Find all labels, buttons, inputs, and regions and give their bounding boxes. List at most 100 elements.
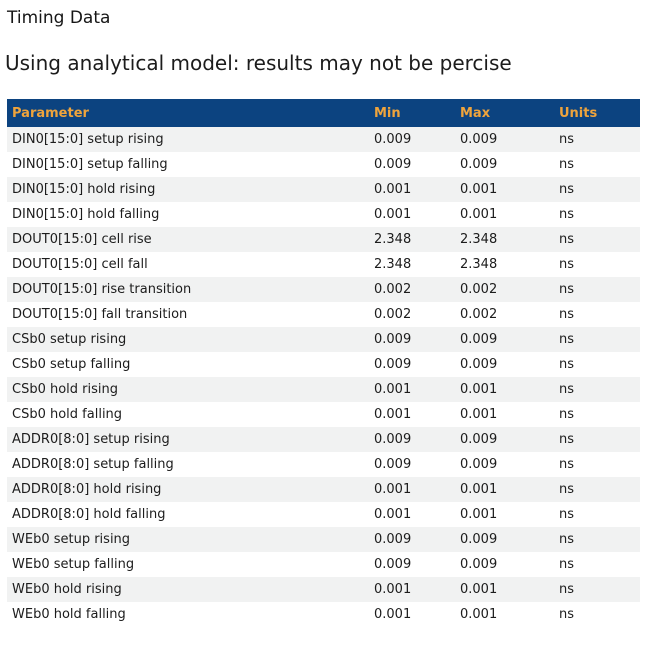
cell-parameter: ADDR0[8:0] setup falling bbox=[12, 457, 174, 472]
cell-min: 0.001 bbox=[374, 382, 412, 397]
cell-units: ns bbox=[559, 182, 575, 197]
timing-table-body: DIN0[15:0] setup rising 0.009 0.009 ns DIN0[… bbox=[7, 127, 640, 627]
table-row: DOUT0[15:0] cell fall 2.348 2.348 ns bbox=[7, 252, 640, 277]
cell-parameter: ADDR0[8:0] hold falling bbox=[12, 507, 166, 522]
table-row: DOUT0[15:0] cell rise 2.348 2.348 ns bbox=[7, 227, 640, 252]
cell-max: 0.009 bbox=[460, 132, 498, 147]
table-row: WEb0 hold rising 0.001 0.001 ns bbox=[7, 577, 640, 602]
cell-min: 0.001 bbox=[374, 407, 412, 422]
cell-min: 2.348 bbox=[374, 232, 412, 247]
column-header-max: Max bbox=[455, 99, 554, 127]
cell-units: ns bbox=[559, 232, 575, 247]
cell-max: 0.001 bbox=[460, 582, 498, 597]
cell-units: ns bbox=[559, 607, 575, 622]
cell-max: 0.001 bbox=[460, 607, 498, 622]
cell-units: ns bbox=[559, 432, 575, 447]
table-row: DOUT0[15:0] fall transition 0.002 0.002 ns bbox=[7, 302, 640, 327]
cell-min: 0.009 bbox=[374, 157, 412, 172]
cell-max: 0.001 bbox=[460, 407, 498, 422]
cell-max: 0.001 bbox=[460, 382, 498, 397]
cell-min: 0.001 bbox=[374, 507, 412, 522]
cell-parameter: CSb0 hold falling bbox=[12, 407, 123, 422]
cell-min: 0.001 bbox=[374, 582, 412, 597]
table-row: CSb0 hold rising 0.001 0.001 ns bbox=[7, 377, 640, 402]
cell-parameter: CSb0 setup rising bbox=[12, 332, 127, 347]
column-header-parameter: Parameter bbox=[7, 99, 369, 127]
column-header-min: Min bbox=[369, 99, 455, 127]
table-row: DIN0[15:0] hold falling 0.001 0.001 ns bbox=[7, 202, 640, 227]
cell-units: ns bbox=[559, 332, 575, 347]
cell-units: ns bbox=[559, 582, 575, 597]
page-subtitle: Using analytical model: results may not … bbox=[5, 51, 512, 75]
cell-max: 0.002 bbox=[460, 307, 498, 322]
cell-parameter: CSb0 hold rising bbox=[12, 382, 119, 397]
cell-max: 0.001 bbox=[460, 507, 498, 522]
cell-min: 0.009 bbox=[374, 557, 412, 572]
timing-table: Parameter Min Max Units DIN0[15:0] setup… bbox=[7, 99, 640, 627]
column-header-units: Units bbox=[554, 99, 640, 127]
cell-units: ns bbox=[559, 532, 575, 547]
cell-max: 0.009 bbox=[460, 532, 498, 547]
cell-units: ns bbox=[559, 457, 575, 472]
cell-min: 0.002 bbox=[374, 282, 412, 297]
cell-units: ns bbox=[559, 482, 575, 497]
cell-min: 0.009 bbox=[374, 357, 412, 372]
cell-max: 0.009 bbox=[460, 432, 498, 447]
cell-units: ns bbox=[559, 557, 575, 572]
cell-parameter: DOUT0[15:0] fall transition bbox=[12, 307, 188, 322]
table-row: ADDR0[8:0] hold rising 0.001 0.001 ns bbox=[7, 477, 640, 502]
cell-units: ns bbox=[559, 507, 575, 522]
page-title: Timing Data bbox=[7, 8, 111, 28]
cell-units: ns bbox=[559, 207, 575, 222]
table-row: DOUT0[15:0] rise transition 0.002 0.002 ns bbox=[7, 277, 640, 302]
cell-min: 0.001 bbox=[374, 207, 412, 222]
cell-max: 0.009 bbox=[460, 332, 498, 347]
cell-max: 0.009 bbox=[460, 557, 498, 572]
cell-parameter: WEb0 setup rising bbox=[12, 532, 131, 547]
cell-min: 0.001 bbox=[374, 607, 412, 622]
cell-units: ns bbox=[559, 132, 575, 147]
table-row: DIN0[15:0] hold rising 0.001 0.001 ns bbox=[7, 177, 640, 202]
cell-parameter: WEb0 hold rising bbox=[12, 582, 122, 597]
cell-max: 0.001 bbox=[460, 182, 498, 197]
cell-parameter: ADDR0[8:0] hold rising bbox=[12, 482, 162, 497]
cell-min: 0.009 bbox=[374, 432, 412, 447]
table-header-row: Parameter Min Max Units bbox=[7, 99, 640, 127]
cell-min: 0.001 bbox=[374, 182, 412, 197]
cell-min: 0.009 bbox=[374, 332, 412, 347]
table-row: CSb0 setup falling 0.009 0.009 ns bbox=[7, 352, 640, 377]
cell-units: ns bbox=[559, 282, 575, 297]
cell-max: 0.001 bbox=[460, 482, 498, 497]
table-row: CSb0 hold falling 0.001 0.001 ns bbox=[7, 402, 640, 427]
cell-max: 2.348 bbox=[460, 257, 498, 272]
cell-parameter: DOUT0[15:0] cell rise bbox=[12, 232, 152, 247]
cell-parameter: CSb0 setup falling bbox=[12, 357, 131, 372]
table-row: CSb0 setup rising 0.009 0.009 ns bbox=[7, 327, 640, 352]
cell-parameter: DIN0[15:0] setup rising bbox=[12, 132, 164, 147]
cell-units: ns bbox=[559, 357, 575, 372]
table-row: WEb0 setup rising 0.009 0.009 ns bbox=[7, 527, 640, 552]
table-row: ADDR0[8:0] setup falling 0.009 0.009 ns bbox=[7, 452, 640, 477]
cell-parameter: WEb0 setup falling bbox=[12, 557, 135, 572]
cell-max: 0.009 bbox=[460, 457, 498, 472]
table-row: DIN0[15:0] setup rising 0.009 0.009 ns bbox=[7, 127, 640, 152]
cell-parameter: DIN0[15:0] hold rising bbox=[12, 182, 156, 197]
cell-units: ns bbox=[559, 407, 575, 422]
cell-units: ns bbox=[559, 382, 575, 397]
cell-parameter: WEb0 hold falling bbox=[12, 607, 126, 622]
table-row: WEb0 setup falling 0.009 0.009 ns bbox=[7, 552, 640, 577]
cell-min: 2.348 bbox=[374, 257, 412, 272]
cell-units: ns bbox=[559, 257, 575, 272]
table-row: ADDR0[8:0] setup rising 0.009 0.009 ns bbox=[7, 427, 640, 452]
cell-units: ns bbox=[559, 157, 575, 172]
cell-parameter: ADDR0[8:0] setup rising bbox=[12, 432, 170, 447]
cell-parameter: DOUT0[15:0] rise transition bbox=[12, 282, 192, 297]
cell-max: 0.009 bbox=[460, 157, 498, 172]
cell-min: 0.009 bbox=[374, 457, 412, 472]
cell-units: ns bbox=[559, 307, 575, 322]
cell-min: 0.001 bbox=[374, 482, 412, 497]
cell-parameter: DIN0[15:0] setup falling bbox=[12, 157, 168, 172]
cell-min: 0.009 bbox=[374, 532, 412, 547]
table-row: WEb0 hold falling 0.001 0.001 ns bbox=[7, 602, 640, 627]
